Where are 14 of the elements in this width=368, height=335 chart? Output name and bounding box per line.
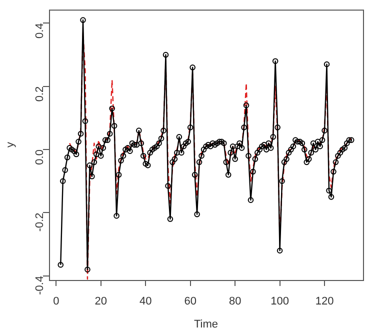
y-tick-label: 0.0 [34,150,46,165]
x-tick-label: 20 [94,296,108,308]
y-tick-label: 0.2 [34,86,46,102]
x-tick-label: 100 [270,296,289,308]
x-tick-label: 80 [228,296,242,308]
y-tick-label: -0.4 [34,276,46,295]
x-tick-label: 40 [139,296,152,308]
y-tick-label: 0.4 [34,23,46,38]
y-axis-title: y [4,142,17,148]
x-tick-label: 0 [53,296,60,308]
x-axis-title: Time [194,318,218,330]
x-tick-label: 120 [315,296,334,308]
x-tick-label: 60 [184,296,196,308]
y-tick-label: -0.2 [34,212,46,232]
